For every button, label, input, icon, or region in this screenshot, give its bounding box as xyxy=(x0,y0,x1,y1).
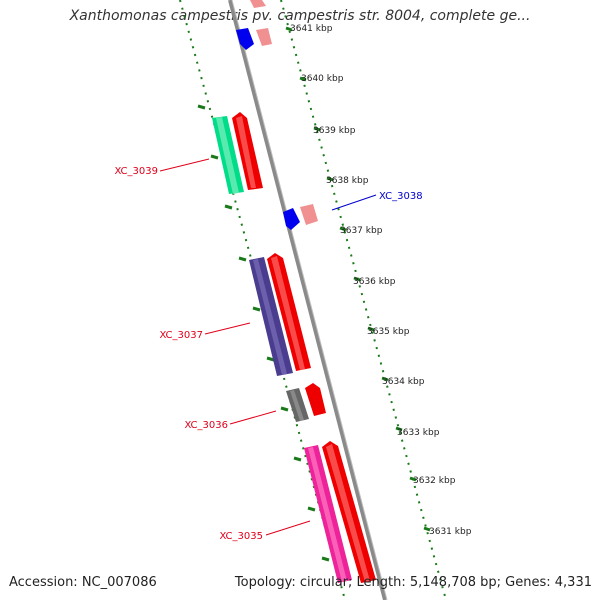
kbp-labels: 3641 kbp 3640 kbp 3639 kbp 3638 kbp 3637 kbp… xyxy=(290,24,472,537)
gene-xc3037[interactable] xyxy=(249,253,311,376)
gene-xc3038[interactable] xyxy=(283,204,318,230)
gene-xc3039[interactable] xyxy=(212,112,263,194)
accession-text: Accession: NC_007086 xyxy=(9,575,157,590)
genome-summary-text: Topology: circular; Length: 5,148,708 bp… xyxy=(234,575,592,590)
gene-labels: XC_3039 XC_3038 XC_3037 XC_3036 XC_3035 xyxy=(114,166,422,542)
kbp-label: 3640 kbp xyxy=(301,74,344,84)
ruler-major-ticks xyxy=(197,26,431,562)
kbp-label: 3636 kbp xyxy=(353,277,396,287)
genome-backbone xyxy=(228,0,387,600)
kbp-label: 3638 kbp xyxy=(326,176,369,186)
gene-xc3036[interactable] xyxy=(286,383,326,422)
gene-label-xc3036[interactable]: XC_3036 xyxy=(184,420,228,431)
kbp-label: 3633 kbp xyxy=(397,428,440,438)
gene-label-xc3038[interactable]: XC_3038 xyxy=(379,191,423,202)
gene-xc3035[interactable] xyxy=(304,441,376,583)
gene-label-xc3035[interactable]: XC_3035 xyxy=(219,531,263,542)
kbp-label: 3634 kbp xyxy=(382,377,425,387)
gene-label-xc3039[interactable]: XC_3039 xyxy=(114,166,158,177)
map-title: Xanthomonas campestris pv. campestris st… xyxy=(69,8,531,24)
gene-label-xc3037[interactable]: XC_3037 xyxy=(159,330,203,341)
kbp-label: 3631 kbp xyxy=(429,527,472,537)
kbp-label: 3641 kbp xyxy=(290,24,333,34)
label-leaders xyxy=(159,158,377,536)
kbp-label: 3639 kbp xyxy=(313,126,356,136)
kbp-label: 3637 kbp xyxy=(340,226,383,236)
kbp-label: 3635 kbp xyxy=(367,327,410,337)
kbp-label: 3632 kbp xyxy=(413,476,456,486)
gene-top-partial xyxy=(236,0,272,50)
